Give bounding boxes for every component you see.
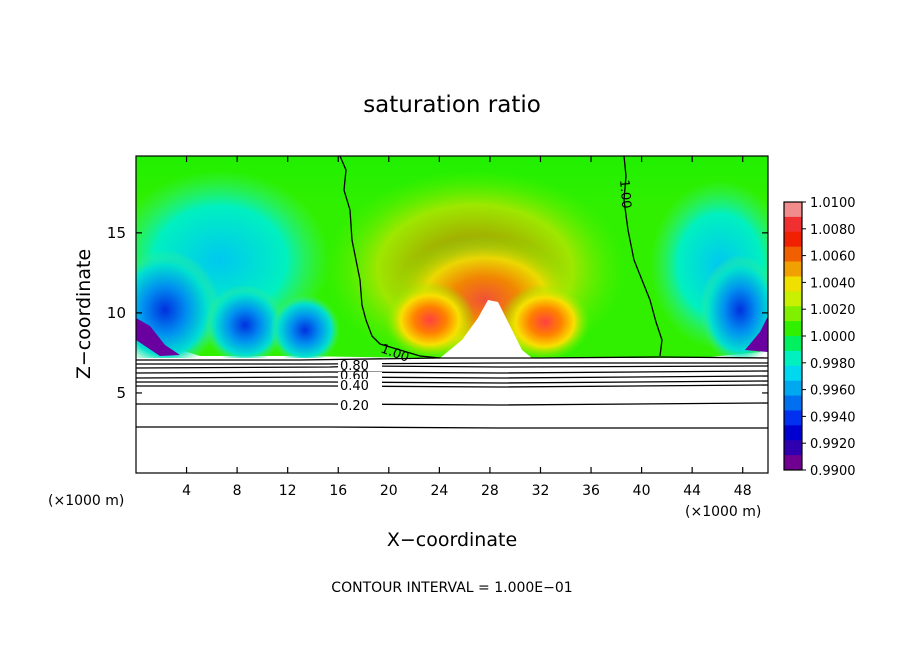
contour-interval-note: CONTOUR INTERVAL = 1.000E−01 bbox=[331, 580, 572, 596]
colorbar-swatch bbox=[784, 231, 802, 248]
colorbar-label: 1.0080 bbox=[810, 223, 856, 238]
x-tick-label: 40 bbox=[633, 483, 651, 499]
contour-line-a bbox=[136, 362, 768, 365]
contour-line-1-00-left bbox=[339, 156, 441, 359]
contour-label-1-00-right: 1.00 bbox=[616, 179, 633, 209]
x-tick-label: 24 bbox=[430, 483, 448, 499]
contour-line-1-00-right bbox=[623, 156, 663, 357]
field-white-gap bbox=[440, 300, 532, 358]
colorbar-swatch bbox=[784, 350, 802, 367]
contour-line-b bbox=[136, 370, 768, 374]
heatmap-field bbox=[136, 156, 768, 473]
contour-line-c bbox=[136, 380, 768, 384]
colorbar-swatch bbox=[784, 306, 802, 322]
x-tick-label: 20 bbox=[380, 483, 398, 499]
contour-labels: 1.00 1.00 0.80 0.60 0.40 0.20 bbox=[338, 179, 633, 414]
colorbar-label: 1.0060 bbox=[810, 250, 856, 265]
field-purple-left bbox=[136, 318, 180, 356]
field-lower-white bbox=[136, 358, 768, 473]
colorbar-label: 0.9920 bbox=[810, 437, 856, 452]
x-tick-label: 8 bbox=[233, 483, 242, 499]
colorbar-label: 1.0100 bbox=[810, 196, 856, 211]
colorbar-swatch bbox=[784, 425, 802, 441]
colorbar: 1.0100 1.0080 1.0060 1.0040 1.0020 1.0000 0.99… bbox=[783, 196, 856, 479]
x-unit-right: (×1000 m) bbox=[685, 504, 761, 520]
y-axis-label: Z−coordinate bbox=[73, 249, 95, 379]
x-tick-label: 44 bbox=[683, 483, 701, 499]
y-tick-label: 5 bbox=[116, 384, 126, 402]
contour-line-0-40 bbox=[136, 384, 768, 388]
plot-frame bbox=[135, 155, 769, 474]
colorbar-swatch bbox=[784, 455, 802, 471]
y-tick-label: 10 bbox=[107, 304, 126, 322]
x-tick-label: 32 bbox=[532, 483, 550, 499]
x-tick-label: 16 bbox=[329, 483, 347, 499]
colorbar-label: 1.0020 bbox=[810, 303, 856, 318]
contour-label-0-80: 0.80 bbox=[340, 359, 369, 374]
field-purple-right bbox=[745, 316, 768, 352]
colorbar-swatch bbox=[784, 380, 802, 397]
x-tick-label: 48 bbox=[734, 483, 752, 499]
field-blue-right bbox=[700, 255, 768, 365]
x-unit-left: (×1000 m) bbox=[48, 493, 124, 509]
colorbar-swatch bbox=[784, 246, 802, 263]
colorbar-swatch bbox=[784, 261, 802, 277]
colorbar-swatch bbox=[784, 321, 802, 337]
colorbar-swatch bbox=[784, 291, 802, 307]
field-red-right bbox=[500, 284, 590, 360]
x-tick-label: 36 bbox=[582, 483, 600, 499]
x-axis-ticks: 4 8 12 16 20 24 28 32 36 40 44 48 bbox=[182, 156, 752, 499]
colorbar-swatch bbox=[784, 410, 802, 426]
colorbar-swatch bbox=[784, 202, 802, 218]
colorbar-label: 1.0000 bbox=[810, 330, 856, 345]
colorbar-swatch bbox=[784, 365, 802, 382]
x-axis-label: X−coordinate bbox=[387, 529, 517, 551]
chart-title: saturation ratio bbox=[363, 92, 541, 118]
colorbar-swatch bbox=[784, 440, 802, 456]
x-tick-label: 12 bbox=[279, 483, 297, 499]
y-axis-ticks: 5 10 15 bbox=[107, 224, 768, 402]
colorbar-label: 1.0040 bbox=[810, 276, 856, 291]
contour-line-0-20 bbox=[136, 402, 768, 406]
contour-label-0-40: 0.40 bbox=[340, 379, 369, 394]
y-tick-label: 15 bbox=[107, 224, 126, 242]
x-tick-label: 28 bbox=[481, 483, 499, 499]
field-red-left bbox=[385, 282, 475, 358]
colorbar-swatch bbox=[784, 336, 802, 352]
field-blue-mid2 bbox=[270, 295, 340, 365]
colorbar-label: 0.9900 bbox=[810, 464, 856, 479]
contour-line-0-60 bbox=[136, 375, 768, 379]
colorbar-swatch bbox=[784, 216, 802, 233]
colorbar-label: 0.9980 bbox=[810, 357, 856, 372]
colorbar-label: 0.9940 bbox=[810, 410, 856, 425]
contour-label-0-20: 0.20 bbox=[340, 399, 369, 414]
colorbar-label: 0.9960 bbox=[810, 384, 856, 399]
x-tick-label: 4 bbox=[182, 483, 191, 499]
field-blue-mid bbox=[205, 285, 285, 365]
colorbar-swatch bbox=[784, 395, 802, 411]
colorbar-swatch bbox=[784, 276, 802, 292]
contour-line-bottom bbox=[136, 426, 768, 429]
contour-line-cloudbase bbox=[136, 356, 768, 361]
